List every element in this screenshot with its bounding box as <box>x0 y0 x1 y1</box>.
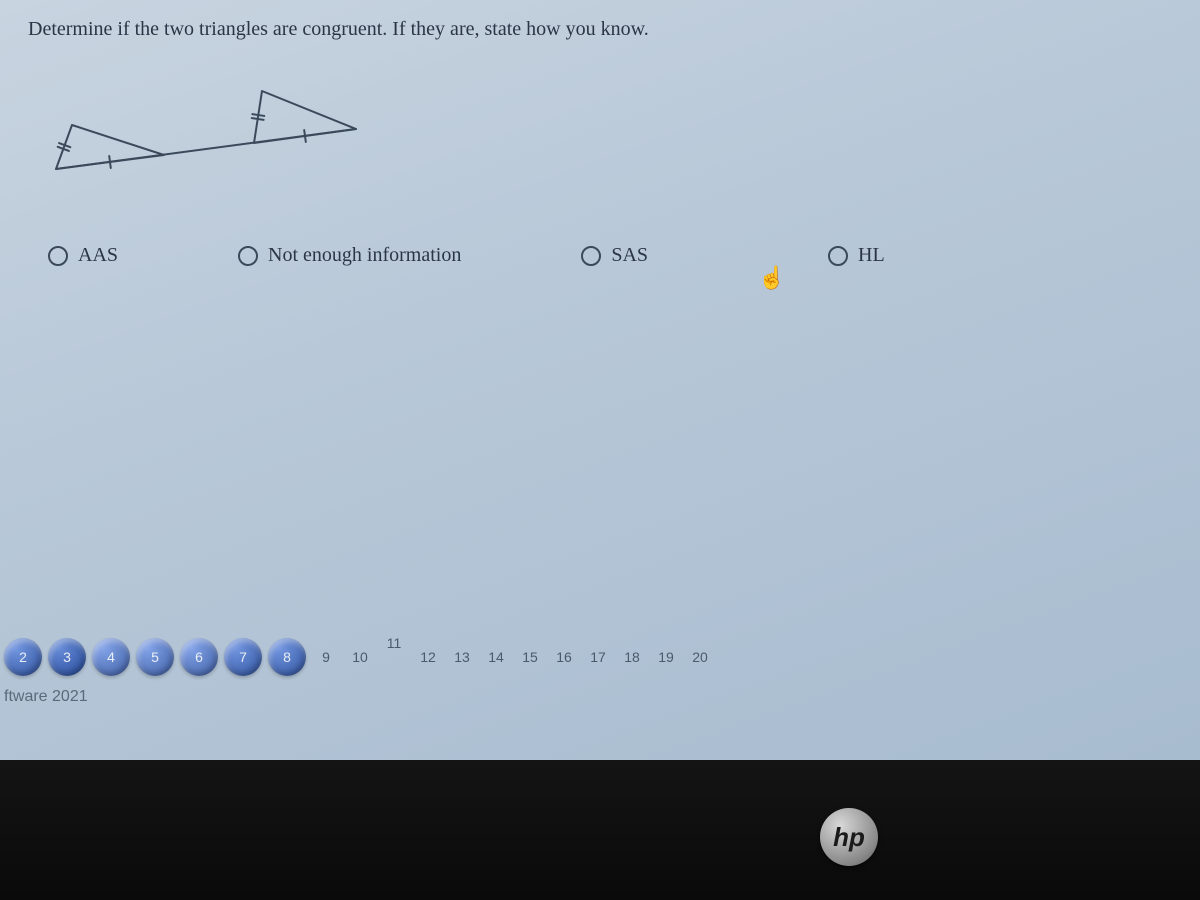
pointer-cursor-icon: ☝ <box>758 265 785 291</box>
nav-bubble[interactable]: 4 <box>92 638 130 676</box>
footer-copyright: ftware 2021 <box>4 688 88 706</box>
option-label: SAS <box>611 244 648 267</box>
nav-number[interactable]: 13 <box>448 649 476 665</box>
question-text: Determine if the two triangles are congr… <box>28 18 1172 41</box>
nav-number[interactable]: 20 <box>686 649 714 665</box>
radio-icon <box>48 246 68 266</box>
nav-bubble[interactable]: 7 <box>224 638 262 676</box>
nav-number[interactable]: 18 <box>618 649 646 665</box>
nav-bubble[interactable]: 5 <box>136 638 174 676</box>
option-aas[interactable]: AAS <box>48 244 118 267</box>
nav-number[interactable]: 14 <box>482 649 510 665</box>
question-nav: 23456789 10 11 12 13 14 15 16 17 18 19 20 <box>0 638 714 676</box>
nav-number[interactable]: 15 <box>516 649 544 665</box>
hp-logo-icon: hp <box>820 808 878 866</box>
answer-options: AAS Not enough information SAS HL <box>48 244 1172 267</box>
nav-number[interactable]: 19 <box>652 649 680 665</box>
nav-bubble[interactable]: 2 <box>4 638 42 676</box>
quiz-screen: Determine if the two triangles are congr… <box>0 0 1200 760</box>
radio-icon <box>238 246 258 266</box>
triangle-figure <box>36 69 1172 204</box>
nav-bubble[interactable]: 3 <box>48 638 86 676</box>
nav-bubble[interactable]: 6 <box>180 638 218 676</box>
nav-number[interactable]: 11 <box>380 635 408 651</box>
option-label: AAS <box>78 244 118 267</box>
laptop-bezel <box>0 760 1200 900</box>
radio-icon <box>581 246 601 266</box>
nav-number[interactable]: 17 <box>584 649 612 665</box>
option-label: Not enough information <box>268 244 461 267</box>
option-sas[interactable]: SAS <box>581 244 648 267</box>
option-label: HL <box>858 244 885 267</box>
radio-icon <box>828 246 848 266</box>
option-hl[interactable]: HL <box>828 244 885 267</box>
nav-number[interactable]: 10 <box>346 649 374 665</box>
nav-bubble[interactable]: 8 <box>268 638 306 676</box>
nav-number[interactable]: 16 <box>550 649 578 665</box>
nav-number[interactable]: 9 <box>312 649 340 665</box>
nav-number[interactable]: 12 <box>414 649 442 665</box>
option-not-enough[interactable]: Not enough information <box>238 244 461 267</box>
